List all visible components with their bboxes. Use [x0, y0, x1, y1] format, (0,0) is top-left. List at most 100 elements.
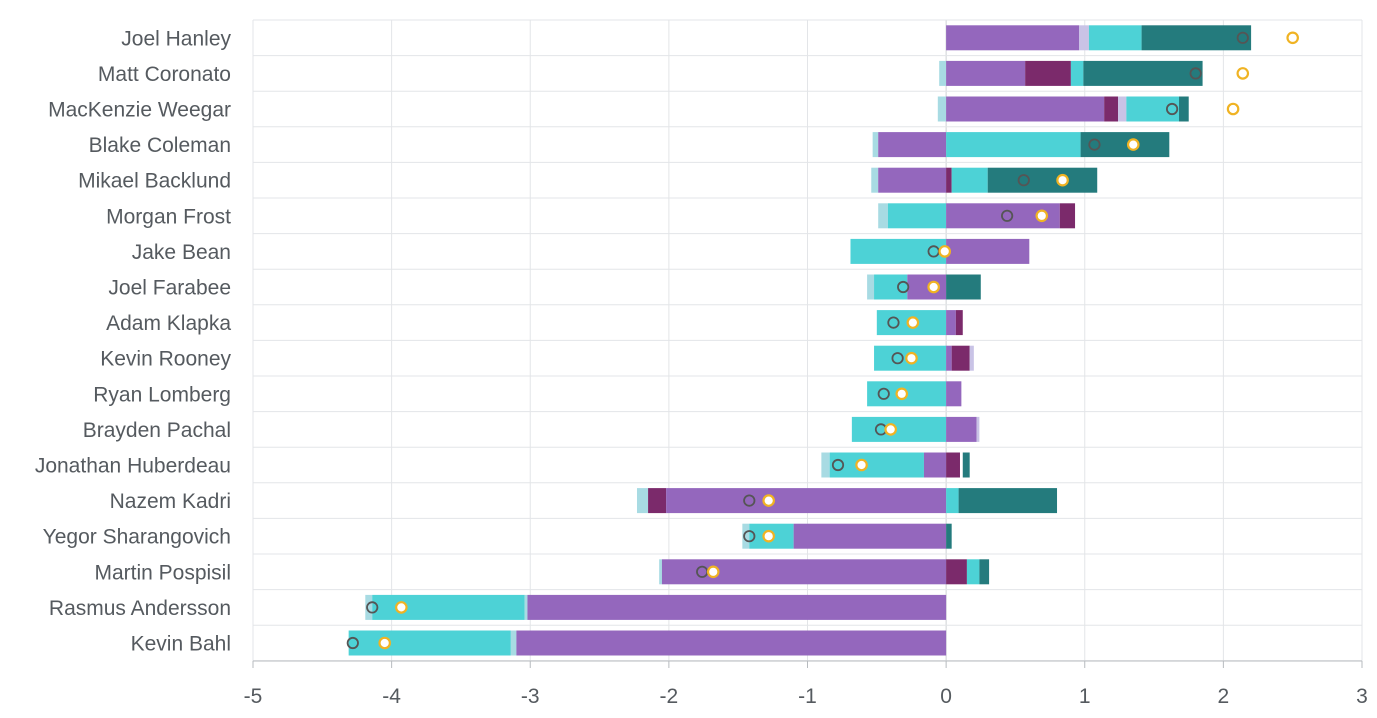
bar-segment-mackenzie-weegar-0	[937, 96, 947, 122]
bar-segment-mikael-backlund-2	[946, 167, 952, 193]
bar-segment-jonathan-huberdeau-1	[829, 452, 924, 478]
marker-gray-adam-klapka	[887, 316, 900, 329]
bar-segment-jake-bean-1	[946, 238, 1030, 264]
bar-segment-adam-klapka-2	[955, 310, 963, 336]
player-label-matt-coronato: Matt Coronato	[98, 63, 231, 86]
bar-segment-joel-hanley-1	[1079, 25, 1089, 51]
bar-segment-nazem-kadri-1	[648, 488, 667, 514]
marker-gray-yegor-sharangovich	[743, 530, 756, 543]
bar-segment-jonathan-huberdeau-0	[821, 452, 830, 478]
bar-segment-jonathan-huberdeau-4	[962, 452, 970, 478]
bar-segment-blake-coleman-1	[878, 132, 947, 158]
bar-segment-blake-coleman-0	[872, 132, 879, 158]
player-label-jonathan-huberdeau: Jonathan Huberdeau	[35, 455, 231, 478]
bar-segment-joel-hanley-2	[1088, 25, 1142, 51]
bar-segment-mikael-backlund-3	[951, 167, 988, 193]
player-label-kevin-bahl: Kevin Bahl	[131, 633, 231, 656]
bar-segment-nazem-kadri-4	[958, 488, 1058, 514]
bar-segment-matt-coronato-4	[1083, 60, 1203, 86]
marker-gold-kevin-rooney	[905, 351, 918, 365]
bar-segment-kevin-bahl-1	[510, 630, 517, 656]
marker-gray-rasmus-andersson	[366, 601, 379, 614]
bar-segment-ryan-lomberg-1	[946, 381, 962, 407]
marker-gray-joel-farabee	[897, 280, 910, 294]
marker-gray-morgan-frost	[1001, 209, 1014, 222]
bar-segment-yegor-sharangovich-0	[742, 523, 750, 549]
bar-segment-yegor-sharangovich-3	[946, 523, 952, 549]
bar-segment-joel-hanley-3	[1141, 25, 1252, 51]
marker-gold-nazem-kadri	[762, 494, 775, 507]
marker-gold-mikael-backlund	[1056, 173, 1069, 187]
bar-segment-mikael-backlund-4	[987, 167, 1098, 193]
player-labels: Joel Hanley Matt Coronato MacKenzie Weegar…	[35, 27, 232, 655]
marker-gray-nazem-kadri	[743, 494, 756, 507]
x-tick-label: -4	[382, 685, 401, 708]
bar-segment-jonathan-huberdeau-2	[923, 452, 947, 478]
bar-segment-martin-pospisil-4	[979, 559, 990, 585]
marker-gold-brayden-pachal	[884, 423, 897, 436]
player-label-mackenzie-weegar: MacKenzie Weegar	[48, 99, 231, 122]
bar-segment-mikael-backlund-0	[871, 167, 879, 193]
bar-segment-mackenzie-weegar-5	[1179, 96, 1189, 122]
bar-segment-mackenzie-weegar-2	[1104, 96, 1119, 122]
bar-segment-mackenzie-weegar-3	[1118, 96, 1127, 122]
marker-gold-matt-coronato	[1236, 67, 1250, 80]
marker-gray-jonathan-huberdeau	[831, 458, 845, 472]
bar-segment-adam-klapka-1	[946, 310, 956, 336]
marker-gold-joel-farabee	[927, 280, 940, 294]
bar-segment-rasmus-andersson-0	[365, 594, 373, 620]
marker-gold-yegor-sharangovich	[762, 529, 775, 543]
player-label-kevin-rooney: Kevin Rooney	[100, 348, 231, 371]
bar-segment-kevin-rooney-2	[951, 345, 970, 371]
x-tick-label: -3	[521, 685, 540, 708]
bar-segment-rasmus-andersson-3	[527, 594, 947, 620]
marker-gold-joel-hanley	[1286, 31, 1299, 45]
marker-gray-ryan-lomberg	[877, 387, 890, 400]
bar-segment-blake-coleman-3	[1080, 132, 1170, 158]
bar-segment-rasmus-andersson-2	[524, 594, 528, 620]
bar-segment-brayden-pachal-2	[976, 416, 980, 442]
player-label-morgan-frost: Morgan Frost	[106, 205, 231, 228]
player-label-ryan-lomberg: Ryan Lomberg	[93, 383, 231, 406]
marker-gray-kevin-bahl	[346, 636, 359, 650]
bar-segment-joel-farabee-2	[907, 274, 947, 300]
bar-segment-martin-pospisil-2	[946, 559, 967, 585]
player-label-brayden-pachal: Brayden Pachal	[83, 419, 231, 442]
bar-segment-martin-pospisil-0	[659, 559, 662, 585]
bar-segment-nazem-kadri-3	[946, 488, 959, 514]
x-tick-label: -2	[660, 685, 679, 708]
bar-segment-morgan-frost-1	[887, 203, 947, 229]
bar-segment-morgan-frost-0	[878, 203, 888, 229]
x-tick-label: 2	[1218, 685, 1230, 708]
player-label-joel-farabee: Joel Farabee	[108, 277, 231, 300]
player-label-blake-coleman: Blake Coleman	[89, 134, 231, 157]
x-tick-label: 3	[1356, 685, 1368, 708]
bar-segment-matt-coronato-0	[939, 60, 947, 86]
marker-gold-martin-pospisil	[706, 565, 720, 579]
bar-segment-kevin-bahl-0	[348, 630, 511, 656]
player-label-jake-bean: Jake Bean	[132, 241, 231, 264]
x-tick-label: -5	[244, 685, 263, 708]
bar-segment-blake-coleman-2	[946, 132, 1081, 158]
x-tick-label: 1	[1079, 685, 1091, 708]
marker-gold-morgan-frost	[1035, 209, 1049, 223]
player-label-nazem-kadri: Nazem Kadri	[110, 490, 231, 513]
marker-gold-jake-bean	[938, 245, 952, 258]
bar-segment-joel-farabee-3	[946, 274, 981, 300]
player-label-martin-pospisil: Martin Pospisil	[94, 561, 231, 584]
marker-gray-joel-hanley	[1236, 31, 1249, 44]
player-label-rasmus-andersson: Rasmus Andersson	[49, 597, 231, 620]
marker-gold-kevin-bahl	[378, 636, 391, 650]
bar-segment-matt-coronato-1	[946, 60, 1026, 86]
bar-segment-joel-farabee-1	[874, 274, 908, 300]
player-label-yegor-sharangovich: Yegor Sharangovich	[43, 526, 231, 549]
x-axis-ticks: -5 -4 -3 -2 -1 0 1 2 3	[244, 660, 1368, 708]
marker-gold-rasmus-andersson	[395, 601, 408, 614]
marker-gold-ryan-lomberg	[895, 387, 909, 401]
markers-layer	[346, 31, 1299, 650]
x-tick-label: -1	[798, 685, 817, 708]
bar-segment-martin-pospisil-1	[661, 559, 947, 585]
marker-gold-jonathan-huberdeau	[855, 458, 868, 472]
bar-segment-yegor-sharangovich-2	[793, 523, 947, 549]
